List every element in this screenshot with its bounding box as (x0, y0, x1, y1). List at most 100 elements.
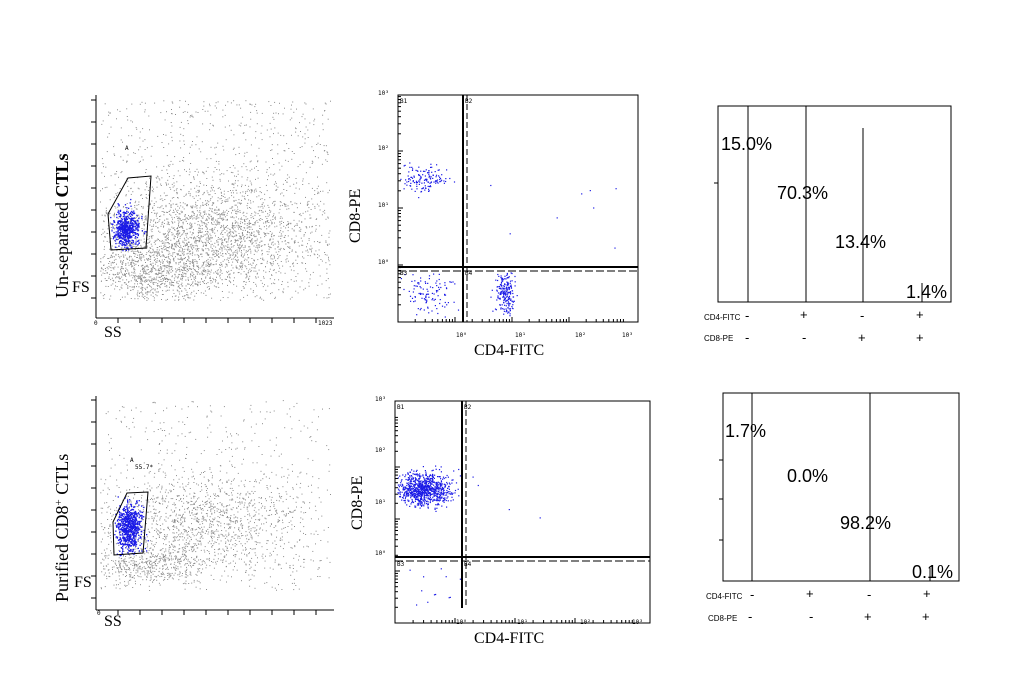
event-dot (268, 101, 270, 103)
event-dot (514, 281, 516, 283)
event-dot (228, 291, 230, 293)
event-dot (217, 241, 219, 243)
event-dot (245, 191, 247, 193)
event-dot (115, 580, 117, 582)
event-dot (254, 222, 256, 224)
cd4-sign-2: + (800, 307, 808, 322)
event-dot (291, 296, 293, 298)
event-dot (249, 408, 251, 410)
event-dot (185, 170, 187, 172)
event-dot (253, 245, 255, 247)
event-dot (218, 161, 220, 162)
event-dot (506, 274, 508, 276)
event-dot (138, 239, 140, 241)
event-dot (307, 249, 308, 251)
event-dot (118, 176, 119, 178)
event-dot (259, 187, 261, 188)
event-dot (257, 244, 259, 246)
event-dot (419, 179, 421, 181)
event-dot (165, 206, 167, 208)
event-dot (173, 209, 174, 211)
event-dot (166, 280, 168, 282)
event-dot (204, 212, 206, 214)
event-dot (246, 268, 248, 270)
event-dot (120, 233, 123, 235)
event-dot (171, 197, 173, 199)
event-dot (140, 239, 142, 241)
event-dot (162, 265, 164, 267)
event-dot (132, 477, 134, 479)
event-dot (104, 214, 106, 216)
event-dot (290, 269, 292, 271)
event-dot (233, 225, 235, 227)
event-dot (282, 231, 284, 233)
event-dot (164, 119, 166, 121)
event-dot (130, 237, 132, 239)
event-dot (425, 282, 427, 284)
event-dot (190, 237, 192, 239)
event-dot (152, 282, 154, 283)
event-dot (255, 283, 257, 285)
event-dot (116, 250, 118, 252)
event-dot (501, 281, 503, 283)
event-dot (273, 133, 274, 135)
event-dot (504, 290, 506, 292)
event-dot (129, 235, 131, 237)
event-dot (170, 204, 172, 206)
event-dot (129, 227, 131, 229)
event-dot (159, 207, 161, 209)
event-dot (251, 238, 253, 240)
event-dot (125, 217, 128, 219)
event-dot (126, 247, 128, 249)
event-dot (122, 234, 124, 236)
event-dot (295, 127, 296, 129)
event-dot (260, 132, 262, 134)
event-dot (200, 151, 202, 153)
event-dot (152, 225, 154, 227)
event-dot (198, 211, 200, 213)
event-dot (295, 290, 297, 292)
event-dot (212, 202, 214, 204)
event-dot (512, 304, 514, 306)
event-dot (421, 188, 423, 190)
event-dot (403, 188, 405, 190)
event-dot (226, 230, 228, 232)
event-dot (124, 224, 126, 226)
event-dot (128, 249, 130, 251)
event-dot (192, 275, 194, 277)
event-dot (226, 219, 228, 221)
event-dot (150, 243, 152, 245)
event-dot (219, 248, 221, 250)
event-dot (146, 242, 148, 244)
event-dot (265, 233, 266, 235)
event-dot (121, 243, 124, 245)
event-dot (202, 215, 204, 217)
event-dot (503, 310, 505, 312)
event-dot (144, 295, 146, 297)
event-dot (422, 187, 424, 190)
event-dot (116, 233, 119, 235)
event-dot (213, 253, 215, 255)
event-dot (126, 245, 128, 247)
event-dot (142, 293, 144, 295)
event-dot (295, 259, 297, 261)
event-dot (267, 215, 269, 217)
event-dot (193, 274, 195, 275)
event-dot (193, 247, 195, 249)
event-dot (186, 217, 188, 219)
event-dot (114, 266, 116, 268)
event-dot (315, 219, 317, 220)
event-dot (246, 227, 248, 229)
event-dot (118, 276, 120, 278)
event-dot (130, 187, 132, 189)
event-dot (222, 225, 224, 227)
event-dot (214, 167, 216, 168)
event-dot (315, 228, 317, 230)
event-dot (431, 299, 433, 301)
event-dot (258, 233, 260, 235)
event-dot (133, 285, 135, 287)
event-dot (160, 240, 162, 242)
event-dot (243, 249, 245, 251)
event-dot (167, 250, 169, 251)
event-dot (241, 265, 243, 267)
